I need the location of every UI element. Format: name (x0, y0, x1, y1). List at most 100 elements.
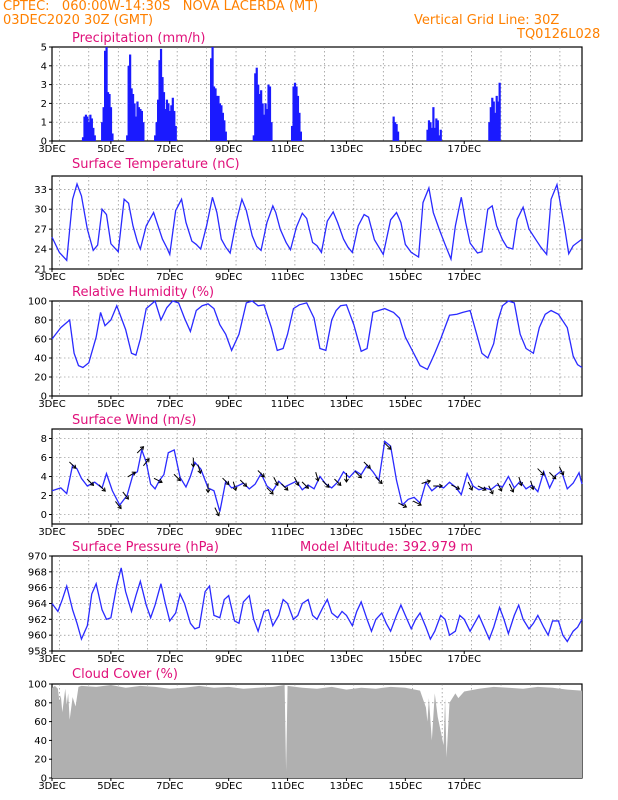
x-tick-label: 13DEC (330, 399, 364, 410)
x-tick-label: 17DEC (447, 527, 481, 538)
wind-arrow-head (225, 480, 230, 486)
wind-arrow (363, 461, 371, 469)
wind-arrow (197, 464, 201, 474)
wind-arrow-head (269, 490, 274, 495)
wind-arrow-head (560, 471, 565, 476)
x-tick-label: 9DEC (215, 781, 242, 792)
precip-bar (290, 125, 294, 141)
wind-arrow-head (455, 485, 461, 490)
precip-bar (142, 122, 145, 141)
wind-arrow (477, 485, 487, 491)
header-model-id: TQ0126L028 (517, 27, 601, 42)
panel-title: Surface Temperature (nC) (72, 157, 240, 172)
x-tick-label: 17DEC (447, 399, 481, 410)
wind-arrow (173, 473, 181, 481)
precip-bar (491, 97, 494, 141)
precip-bar (258, 94, 261, 141)
wind-arrow (86, 478, 94, 486)
x-tick-label: 11DEC (271, 527, 305, 538)
y-tick-label: 8 (41, 434, 47, 445)
precip-bar (298, 112, 301, 141)
precip-bar (155, 122, 158, 141)
panel-title: Precipitation (mm/h) (72, 31, 206, 46)
wind-arrow (69, 461, 77, 469)
wind-arrow-head (176, 476, 181, 482)
wind-arrow-head (274, 481, 279, 487)
precip-bar (488, 122, 491, 141)
y-tick-label: 0 (41, 137, 47, 148)
precip-bar (296, 95, 300, 141)
wind-arrow (115, 501, 122, 509)
precip-bar (267, 84, 270, 141)
y-tick-label: 60 (34, 717, 47, 728)
wind-arrow (153, 477, 163, 483)
y-tick-label: 5 (41, 43, 47, 54)
precip-bar (429, 122, 432, 141)
precip-bar (215, 95, 219, 141)
precip-bar (436, 120, 439, 141)
x-tick-label: 15DEC (388, 781, 422, 792)
x-tick-label: 15DEC (388, 527, 422, 538)
precip-bar (86, 116, 89, 141)
wind-arrow (497, 482, 503, 492)
wind-arrow-head (190, 463, 196, 468)
x-tick-label: 15DEC (388, 399, 422, 410)
precip-bar (102, 107, 105, 141)
precip-bar (254, 73, 257, 141)
wind-arrow-head (131, 471, 137, 476)
precip-bar (108, 94, 111, 141)
wind-arrow-head (378, 479, 383, 485)
x-tick-label: 17DEC (447, 654, 481, 665)
wind-arrow-head (357, 474, 363, 479)
precip-bar (265, 109, 269, 141)
wind-arrow-head (101, 487, 106, 492)
precip-bar (211, 47, 214, 141)
wind-arrow (508, 483, 514, 493)
x-tick-label: 13DEC (330, 654, 364, 665)
wind-arrow-head (552, 475, 557, 480)
x-tick-label: 5DEC (97, 144, 124, 155)
wind-arrow-head (72, 464, 77, 469)
y-tick-label: 0 (41, 774, 47, 785)
precip-bar (293, 82, 297, 141)
precip-bar (131, 94, 135, 141)
precip-bar (111, 133, 114, 141)
precip-bar (438, 135, 441, 141)
precip-bar (268, 86, 272, 141)
wind-arrow (451, 484, 460, 490)
wind-arrow-head (417, 501, 422, 507)
wind-arrow-head (489, 490, 494, 495)
series-line (51, 440, 583, 512)
precip-bar (261, 103, 264, 141)
wind-arrow-head (232, 486, 238, 492)
precip-bar (90, 118, 93, 141)
precip-bar (439, 129, 442, 141)
wind-arrow-head (158, 478, 163, 484)
y-tick-label: 100 (28, 297, 47, 308)
y-tick-label: 964 (28, 599, 47, 610)
wind-arrow (214, 507, 220, 516)
wind-arrow (530, 480, 534, 490)
wind-arrow-head (325, 483, 330, 488)
y-tick-label: 960 (28, 631, 47, 642)
wind-arrow (122, 491, 129, 500)
y-tick-label: 0 (41, 392, 47, 403)
header-date: 03DEC2020 30Z (GMT) (3, 13, 154, 28)
precip-bar (498, 82, 501, 141)
wind-arrow (222, 477, 230, 485)
wind-arrow (273, 477, 279, 486)
y-tick-label: 2 (41, 99, 47, 110)
y-tick-label: 0 (41, 510, 47, 521)
y-tick-label: 6 (41, 453, 47, 464)
precip-bar (109, 107, 113, 141)
precip-bar (224, 131, 227, 141)
precip-bar (292, 86, 295, 141)
precip-bar (396, 131, 400, 141)
wind-arrow (257, 470, 265, 478)
y-tick-label: 40 (34, 736, 47, 747)
x-tick-label: 7DEC (156, 144, 183, 155)
precip-bar (432, 107, 435, 141)
precip-bar (430, 127, 434, 141)
x-tick-label: 5DEC (97, 272, 124, 283)
y-tick-label: 20 (34, 373, 47, 384)
